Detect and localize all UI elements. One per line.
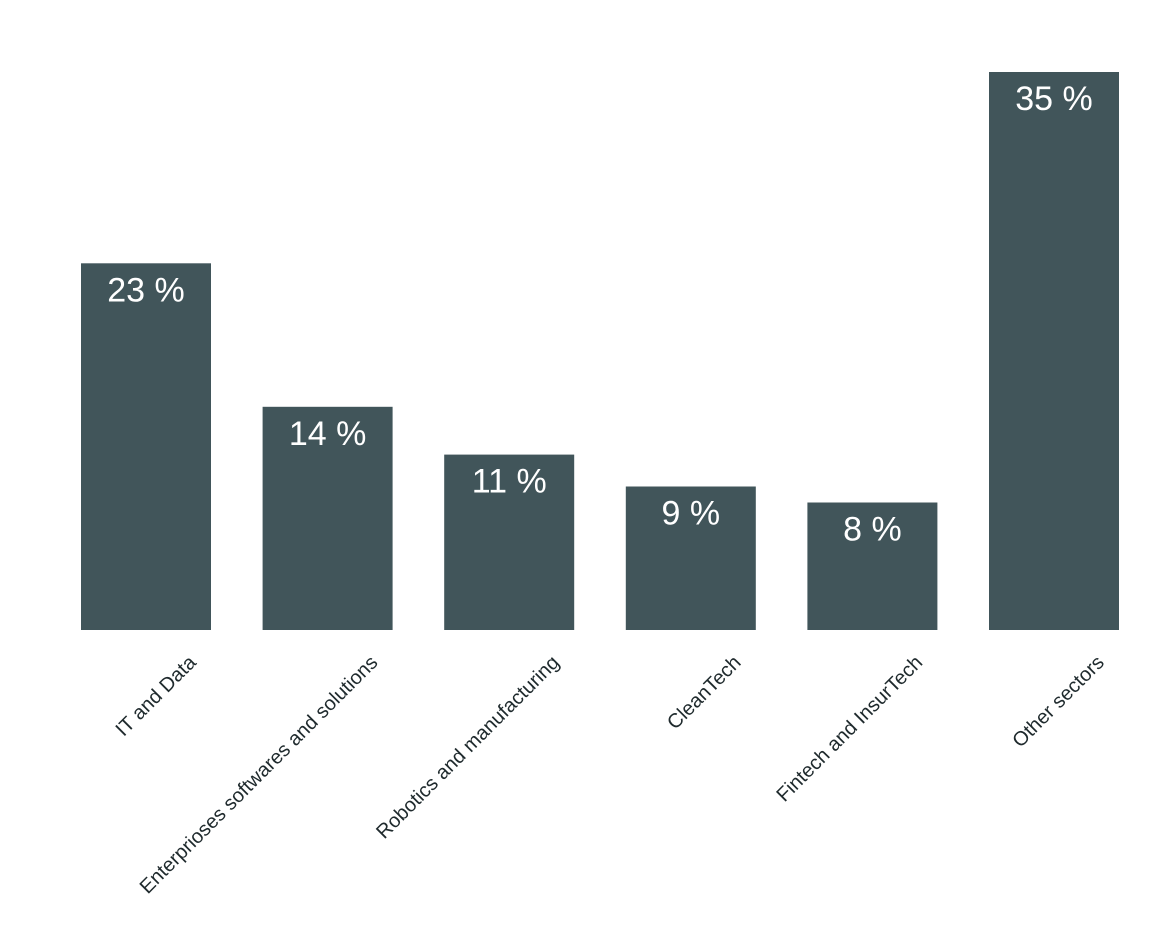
bar-value-label-4: 8 % — [843, 511, 902, 549]
bar-0 — [81, 263, 211, 630]
bar-1 — [262, 406, 393, 630]
bars-group — [81, 72, 1119, 630]
bar-value-label-3: 9 % — [662, 495, 721, 533]
bar-5 — [989, 72, 1119, 630]
bar-3 — [625, 486, 756, 630]
bar-value-label-0: 23 % — [107, 271, 185, 309]
value-labels-group: 23 % 14 % 11 % 9 % 8 % 35 % — [107, 80, 1093, 549]
bar-value-label-2: 11 % — [472, 463, 547, 501]
bar-value-label-1: 14 % — [289, 415, 367, 453]
bar-value-label-5: 35 % — [1015, 80, 1093, 118]
bar-4 — [807, 502, 938, 630]
bar-2 — [444, 454, 575, 630]
